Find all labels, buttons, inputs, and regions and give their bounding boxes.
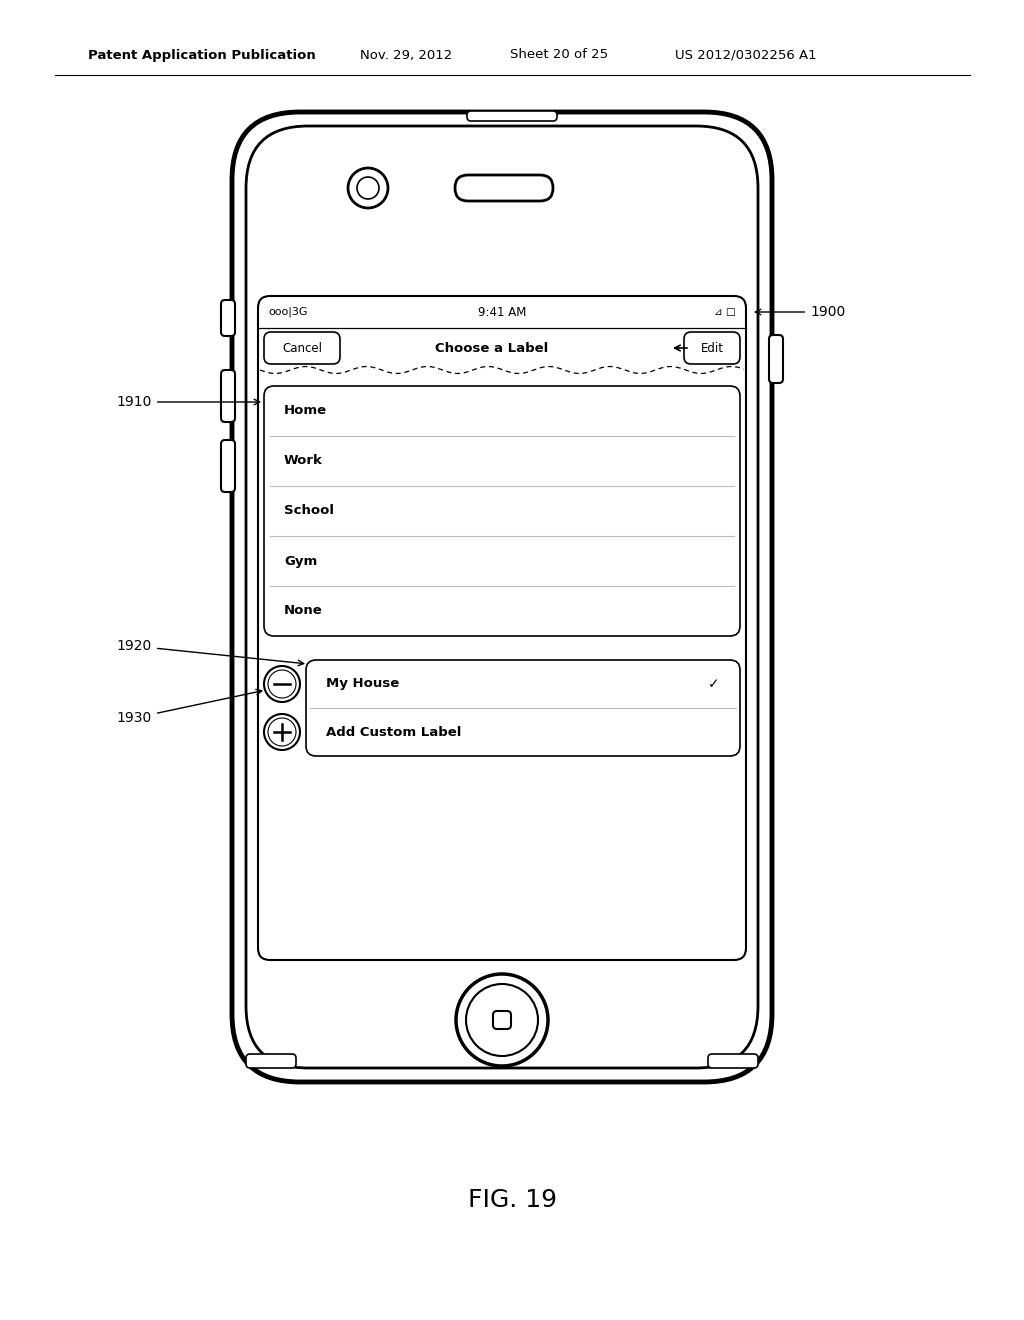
Circle shape [348, 168, 388, 209]
FancyBboxPatch shape [221, 440, 234, 492]
Text: Sheet 20 of 25: Sheet 20 of 25 [510, 49, 608, 62]
Text: ooo|3G: ooo|3G [268, 306, 307, 317]
Text: ⊿ □: ⊿ □ [715, 308, 736, 317]
Text: FIG. 19: FIG. 19 [468, 1188, 556, 1212]
Text: My House: My House [326, 677, 399, 690]
FancyBboxPatch shape [264, 333, 340, 364]
FancyBboxPatch shape [467, 111, 557, 121]
Circle shape [264, 667, 300, 702]
FancyBboxPatch shape [455, 176, 553, 201]
FancyBboxPatch shape [769, 335, 783, 383]
Text: School: School [284, 504, 334, 517]
Circle shape [357, 177, 379, 199]
Text: 1900: 1900 [756, 305, 845, 319]
Text: ✓: ✓ [709, 677, 720, 690]
FancyBboxPatch shape [684, 333, 740, 364]
FancyBboxPatch shape [246, 125, 758, 1068]
FancyBboxPatch shape [306, 660, 740, 756]
FancyBboxPatch shape [493, 1011, 511, 1030]
Text: Edit: Edit [700, 342, 724, 355]
Circle shape [264, 714, 300, 750]
Text: 1930: 1930 [117, 689, 262, 725]
Text: 1910: 1910 [117, 395, 260, 409]
Text: Patent Application Publication: Patent Application Publication [88, 49, 315, 62]
Circle shape [268, 718, 296, 746]
Text: None: None [284, 605, 323, 618]
FancyBboxPatch shape [232, 112, 772, 1082]
FancyBboxPatch shape [708, 1053, 758, 1068]
Text: US 2012/0302256 A1: US 2012/0302256 A1 [675, 49, 816, 62]
Text: Gym: Gym [284, 554, 317, 568]
Text: Nov. 29, 2012: Nov. 29, 2012 [360, 49, 453, 62]
FancyBboxPatch shape [264, 385, 740, 636]
Circle shape [466, 983, 538, 1056]
Text: 9:41 AM: 9:41 AM [478, 305, 526, 318]
Text: 1920: 1920 [117, 639, 304, 665]
Text: Work: Work [284, 454, 323, 467]
FancyBboxPatch shape [246, 1053, 296, 1068]
FancyBboxPatch shape [258, 296, 746, 960]
Text: Home: Home [284, 404, 327, 417]
Text: Choose a Label: Choose a Label [435, 342, 549, 355]
Circle shape [456, 974, 548, 1067]
FancyBboxPatch shape [221, 370, 234, 422]
Text: Cancel: Cancel [282, 342, 322, 355]
Circle shape [268, 671, 296, 698]
Text: Add Custom Label: Add Custom Label [326, 726, 462, 738]
FancyBboxPatch shape [221, 300, 234, 337]
